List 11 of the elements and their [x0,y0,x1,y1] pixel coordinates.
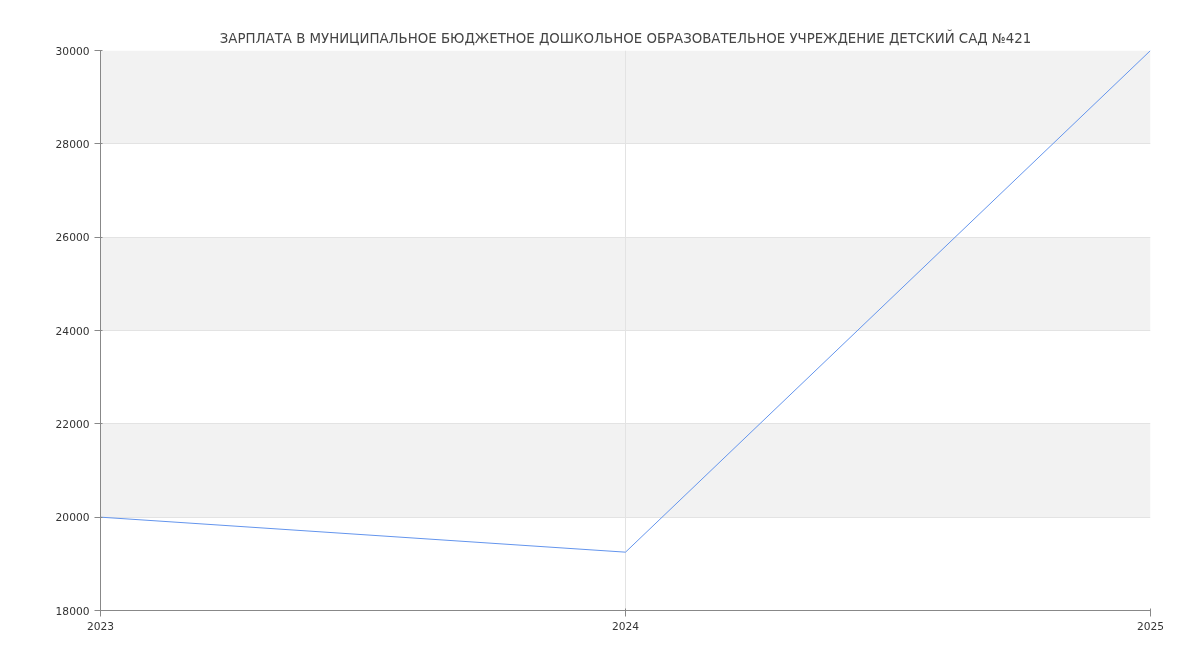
x-tick-label: 2023 [86,619,115,633]
y-tick-label: 28000 [55,137,90,151]
y-tick-label: 22000 [55,417,90,431]
x-tick-label: 2025 [1136,619,1165,633]
y-tick-label: 30000 [55,44,90,58]
y-tick-label: 18000 [55,604,90,618]
x-tick-label: 2024 [611,619,640,633]
y-tick-label: 26000 [55,231,90,245]
chart-title: ЗАРПЛАТА В МУНИЦИПАЛЬНОЕ БЮДЖЕТНОЕ ДОШКОЛЬНОЕ ОБРАЗОВАТЕЛЬНОЕ УЧРЕЖДЕНИЕ ДЕТСКИЙ САД №421 [219,28,1032,46]
y-tick-label: 20000 [55,511,90,525]
y-tick-label: 24000 [55,324,90,338]
